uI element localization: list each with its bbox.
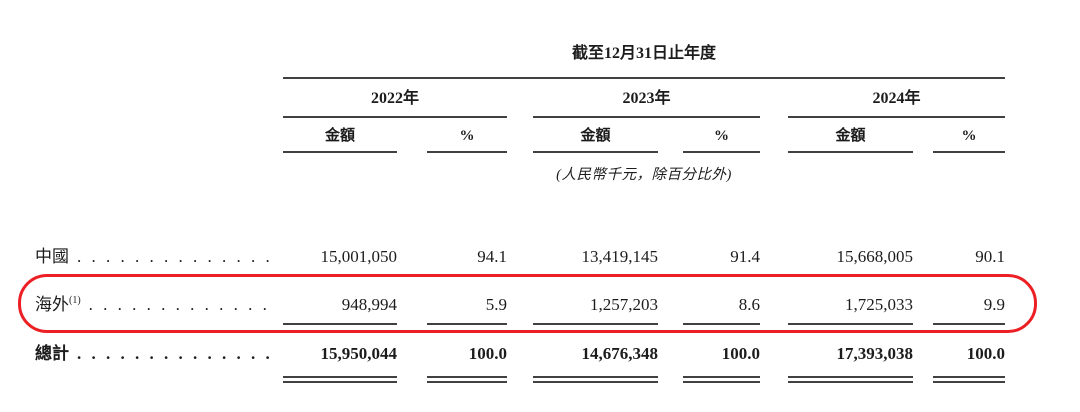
table-title: 截至12月31日止年度: [283, 44, 1006, 79]
double-rule: [933, 376, 1006, 383]
table-row-china: 中國. . . . . . . . . . . . . . 15,001,050…: [35, 229, 1005, 273]
table-title-row: 截至12月31日止年度: [35, 44, 1006, 80]
amount-header-2022: 金額: [283, 124, 397, 153]
china-2024-percent: 90.1: [975, 247, 1006, 266]
total-double-rule-row: [35, 372, 1006, 386]
dot-leader: . . . . . . . . . . . . . .: [77, 344, 273, 363]
row-label-china: 中國. . . . . . . . . . . . . .: [35, 247, 273, 266]
total-2022-percent: 100.0: [468, 344, 507, 363]
total-2024-amount: 17,393,038: [836, 344, 914, 363]
amount-header-2023: 金額: [533, 124, 658, 153]
total-2023-percent: 100.0: [721, 344, 760, 363]
total-2022-amount: 15,950,044: [320, 344, 398, 363]
china-2023-percent: 91.4: [730, 247, 760, 266]
dot-leader: . . . . . . . . . . . . . .: [77, 247, 273, 266]
unit-note-row: (人民幣千元，除百分比外): [35, 153, 1005, 197]
overseas-2022-percent: 5.9: [427, 295, 507, 325]
revenue-by-region-table: 截至12月31日止年度 2022年 2023年 2024年 金額 % 金額 % …: [35, 44, 1006, 386]
table-row-overseas: 海外(1). . . . . . . . . . . . . 948,994 5…: [35, 273, 1006, 325]
china-2022-amount: 15,001,050: [320, 247, 398, 266]
double-rule: [283, 376, 397, 383]
china-2022-percent: 94.1: [477, 247, 507, 266]
overseas-2023-amount: 1,257,203: [533, 295, 658, 325]
double-rule: [788, 376, 913, 383]
amount-header-2024: 金額: [788, 124, 913, 153]
unit-note: (人民幣千元，除百分比外): [556, 167, 732, 183]
year-2023-header: 2023年: [533, 84, 760, 118]
overseas-2024-amount: 1,725,033: [788, 295, 913, 325]
overseas-2023-percent: 8.6: [683, 295, 760, 325]
double-rule: [427, 376, 507, 383]
footnote-marker: (1): [69, 295, 81, 306]
percent-header-2022: %: [427, 128, 507, 153]
overseas-2024-percent: 9.9: [933, 295, 1006, 325]
china-2024-amount: 15,668,005: [836, 247, 914, 266]
spacer-row: [35, 197, 1005, 229]
dot-leader: . . . . . . . . . . . . .: [88, 295, 270, 314]
double-rule: [683, 376, 760, 383]
double-rule: [533, 376, 658, 383]
year-2024-header: 2024年: [788, 84, 1006, 118]
percent-header-2024: %: [933, 128, 1006, 153]
total-2024-percent: 100.0: [966, 344, 1006, 363]
overseas-2022-amount: 948,994: [283, 295, 397, 325]
year-header-row: 2022年 2023年 2024年: [35, 80, 1006, 118]
row-label-overseas: 海外(1). . . . . . . . . . . . .: [35, 295, 270, 314]
column-header-row: 金額 % 金額 % 金額 %: [35, 118, 1006, 153]
year-2022-header: 2022年: [283, 84, 507, 118]
row-label-total: 總計. . . . . . . . . . . . . .: [35, 344, 273, 363]
percent-header-2023: %: [683, 128, 760, 153]
total-2023-amount: 14,676,348: [581, 344, 659, 363]
china-2023-amount: 13,419,145: [581, 247, 659, 266]
table-row-total: 總計. . . . . . . . . . . . . . 15,950,044…: [35, 325, 1005, 372]
